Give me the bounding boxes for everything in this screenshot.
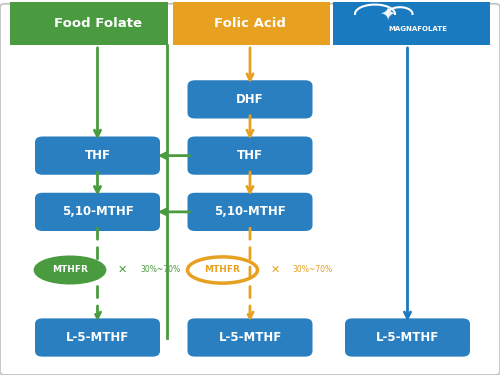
Text: MTHFR: MTHFR — [204, 266, 240, 274]
Text: L-5-MTHF: L-5-MTHF — [218, 331, 282, 344]
FancyBboxPatch shape — [10, 2, 168, 45]
Text: Folic Acid: Folic Acid — [214, 17, 286, 30]
Text: 30%~70%: 30%~70% — [292, 266, 333, 274]
Text: ✕: ✕ — [118, 265, 127, 275]
FancyBboxPatch shape — [188, 318, 312, 357]
Text: MTHFR: MTHFR — [52, 266, 88, 274]
Text: 30%~70%: 30%~70% — [140, 266, 180, 274]
FancyBboxPatch shape — [0, 4, 500, 375]
FancyBboxPatch shape — [172, 2, 330, 45]
FancyBboxPatch shape — [35, 318, 160, 357]
FancyBboxPatch shape — [188, 80, 312, 118]
Text: ✕: ✕ — [270, 265, 280, 275]
FancyBboxPatch shape — [188, 136, 312, 175]
Text: MAGNAFOLATE: MAGNAFOLATE — [388, 26, 447, 32]
FancyBboxPatch shape — [332, 2, 490, 45]
Text: THF: THF — [84, 149, 110, 162]
Text: L-5-MTHF: L-5-MTHF — [376, 331, 439, 344]
FancyBboxPatch shape — [345, 318, 470, 357]
Text: ✦: ✦ — [380, 4, 396, 24]
Text: 5,10-MTHF: 5,10-MTHF — [214, 206, 286, 218]
Text: L-5-MTHF: L-5-MTHF — [66, 331, 129, 344]
FancyBboxPatch shape — [35, 193, 160, 231]
Text: DHF: DHF — [236, 93, 264, 106]
Ellipse shape — [35, 257, 105, 283]
Text: THF: THF — [237, 149, 263, 162]
FancyBboxPatch shape — [35, 136, 160, 175]
Text: Food Folate: Food Folate — [54, 17, 142, 30]
Text: 5,10-MTHF: 5,10-MTHF — [62, 206, 134, 218]
FancyBboxPatch shape — [188, 193, 312, 231]
